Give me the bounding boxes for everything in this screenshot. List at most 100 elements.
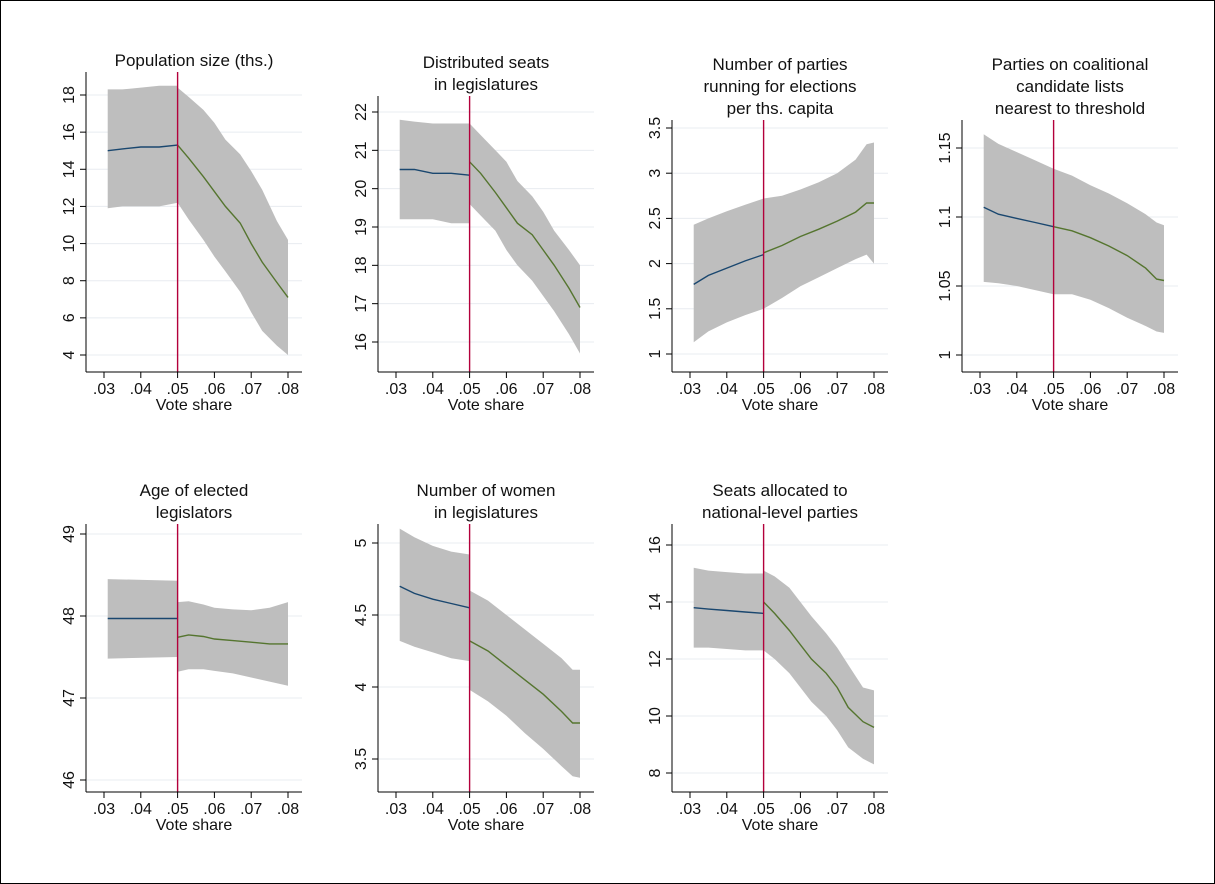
panel-title-line: Seats allocated to [712,481,847,500]
x-tick-label: .03 [385,801,407,818]
left-confidence-band [399,119,470,224]
panel-title-line: Age of elected [140,481,249,500]
y-tick-label: 16 [353,333,370,351]
y-tick-label: 4 [353,682,370,691]
x-tick-label: .06 [1079,381,1101,398]
panel-4: Parties on coalitional candidate lists nea… [937,55,1178,414]
y-tick-label: 8 [61,276,78,285]
panel-1: Population size (ths.) 4 6 8 10 12 14 16 18 .03 .0… [61,51,302,414]
panel-title-line: Parties on coalitional [992,55,1149,74]
right-confidence-band [177,87,288,355]
panel-3: Number of parties running for elections pe… [647,55,888,414]
y-tick-label: 10 [61,235,78,253]
panel-title-line: nearest to threshold [995,99,1145,118]
x-tick-label: .07 [240,801,262,818]
x-tick-label: .05 [458,381,480,398]
x-axis-title: Vote share [448,397,525,414]
right-confidence-band [763,142,874,309]
y-tick-label: 3.5 [647,117,664,139]
x-tick-label: .06 [203,801,225,818]
left-confidence-band [693,198,764,343]
y-tick-label: 1 [647,349,664,358]
y-tick-label: 16 [61,123,78,141]
y-tick-label: 1.1 [937,206,954,228]
y-tick-label: 1 [937,350,954,359]
left-confidence-band [983,134,1054,295]
panel-title-line: running for elections [703,77,856,96]
right-fit-line [763,202,874,254]
x-tick-label: .08 [569,381,591,398]
x-tick-label: .04 [422,801,444,818]
x-tick-label: .07 [532,801,554,818]
right-fit-line [469,640,580,724]
y-tick-label: 4 [61,350,78,359]
x-tick-label: .06 [789,381,811,398]
x-axis-title: Vote share [156,817,233,834]
y-tick-label: 47 [61,689,78,707]
panel-title-line: per ths. capita [727,99,834,118]
x-tick-label: .06 [203,381,225,398]
y-tick-label: 1.05 [937,270,954,301]
y-tick-label: 17 [353,295,370,313]
x-tick-label: .04 [1006,381,1028,398]
x-tick-label: .05 [752,381,774,398]
panel-title-line: candidate lists [1016,77,1124,96]
x-tick-label: .07 [826,381,848,398]
x-tick-label: .04 [716,381,738,398]
y-tick-label: 12 [61,197,78,215]
panel-title-line: Number of parties [712,55,847,74]
y-tick-label: 14 [61,160,78,178]
x-tick-label: .08 [1153,381,1175,398]
y-tick-label: 3 [647,169,664,178]
x-tick-label: .04 [130,381,152,398]
x-tick-label: .07 [240,381,262,398]
right-confidence-band [763,570,874,765]
panel-title-line: Number of women [417,481,556,500]
x-tick-label: .06 [495,381,517,398]
x-tick-label: .08 [863,801,885,818]
right-confidence-band [177,601,288,686]
panel-title-line: legislators [156,503,233,522]
x-tick-label: .03 [93,801,115,818]
y-tick-label: 1.15 [937,132,954,163]
x-axis-title: Vote share [742,817,819,834]
y-tick-label: 18 [61,86,78,104]
y-tick-label: 2 [647,259,664,268]
left-fit-line [983,206,1054,228]
panel-title-line: Distributed seats [423,53,550,72]
x-tick-label: .05 [166,381,188,398]
x-tick-label: .03 [93,381,115,398]
x-axis-title: Vote share [1032,397,1109,414]
y-tick-label: 12 [647,650,664,668]
x-tick-label: .06 [495,801,517,818]
y-tick-label: 49 [61,525,78,543]
y-tick-label: 3.5 [353,748,370,770]
right-fit-line [1053,226,1165,282]
y-tick-label: 4.5 [353,604,370,626]
x-tick-label: .03 [679,801,701,818]
x-tick-label: .05 [752,801,774,818]
y-tick-label: 46 [61,771,78,789]
x-axis-title: Vote share [448,817,525,834]
y-tick-label: 5 [353,538,370,547]
right-fit-line [177,634,288,645]
x-tick-label: .07 [532,381,554,398]
panel-title-line: Population size (ths.) [115,51,274,70]
y-tick-label: 20 [353,180,370,198]
y-tick-label: 14 [647,593,664,611]
panel-title-line: in legislatures [434,75,538,94]
panel-2: Distributed seats in legislatures 16 17 18 19… [353,53,594,414]
x-axis-title: Vote share [742,397,819,414]
right-confidence-band [1053,168,1164,333]
left-fit-line [399,585,470,609]
y-tick-label: 1.5 [647,298,664,320]
y-tick-label: 2.5 [647,207,664,229]
panel-7: Seats allocated to national-level parties… [647,481,888,834]
x-tick-label: .08 [277,801,299,818]
panel-title-line: in legislatures [434,503,538,522]
y-tick-label: 21 [353,141,370,159]
y-tick-label: 8 [647,768,664,777]
x-tick-label: .08 [863,381,885,398]
x-tick-label: .07 [826,801,848,818]
